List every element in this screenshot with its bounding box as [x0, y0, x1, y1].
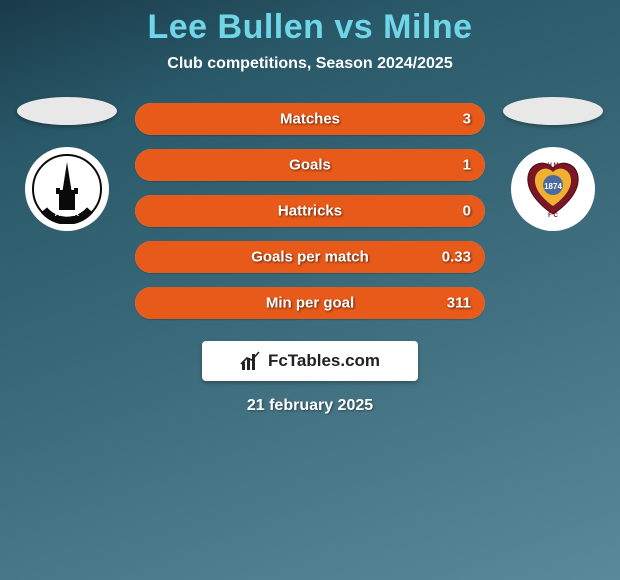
right-player-column: 1874 H M F C — [503, 97, 603, 231]
stat-label: Min per goal — [266, 295, 354, 312]
brand-text: FcTables.com — [268, 351, 380, 371]
stat-value-right: 0 — [463, 203, 471, 220]
svg-text:F C: F C — [548, 213, 558, 219]
svg-text:1874: 1874 — [544, 182, 562, 191]
stat-bars: Matches 3 Goals 1 Hattricks 0 Goals per match 0… — [135, 97, 485, 319]
right-player-avatar-placeholder — [503, 97, 603, 125]
falkirk-crest-icon: ALKIR — [32, 154, 102, 224]
comparison-card: Lee Bullen vs Milne Club competitions, S… — [0, 0, 620, 580]
stat-row: Goals 1 — [135, 149, 485, 181]
stat-value-right: 3 — [463, 111, 471, 128]
left-club-badge: ALKIR — [25, 147, 109, 231]
stat-label: Goals — [289, 157, 331, 174]
bar-chart-icon — [240, 350, 262, 372]
page-subtitle: Club competitions, Season 2024/2025 — [0, 55, 620, 73]
stat-value-right: 0.33 — [442, 249, 471, 266]
stat-label: Goals per match — [251, 249, 369, 266]
date-line: 21 february 2025 — [0, 397, 620, 415]
stat-row: Matches 3 — [135, 103, 485, 135]
page-title: Lee Bullen vs Milne — [0, 8, 620, 47]
left-player-column: ALKIR — [17, 97, 117, 231]
right-club-badge: 1874 H M F C — [511, 147, 595, 231]
stat-row: Hattricks 0 — [135, 195, 485, 227]
main-area: ALKIR Matches 3 Goals 1 Hattricks 0 Goals per … — [0, 97, 620, 319]
left-player-avatar-placeholder — [17, 97, 117, 125]
stat-value-right: 1 — [463, 157, 471, 174]
stat-row: Min per goal 311 — [135, 287, 485, 319]
brand-badge: FcTables.com — [202, 341, 418, 381]
svg-text:ALKIR: ALKIR — [55, 209, 80, 218]
stat-label: Hattricks — [278, 203, 342, 220]
stat-label: Matches — [280, 111, 340, 128]
svg-text:H M: H M — [548, 163, 559, 169]
stat-value-right: 311 — [447, 295, 471, 312]
stat-row: Goals per match 0.33 — [135, 241, 485, 273]
hearts-crest-icon: 1874 H M F C — [516, 152, 590, 226]
